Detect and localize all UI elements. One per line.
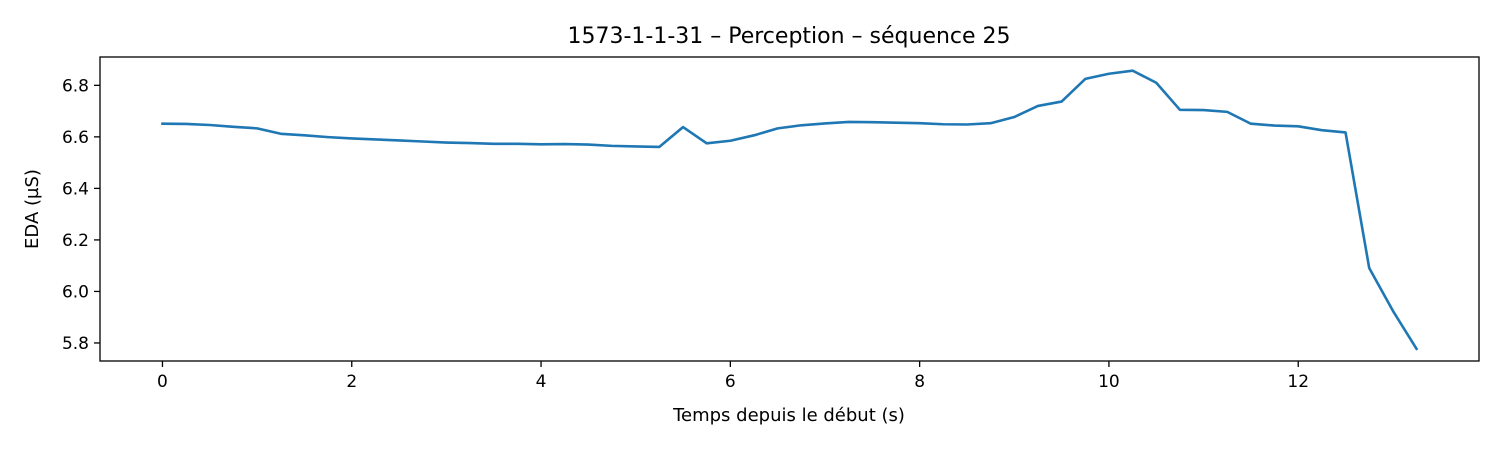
series-line-1 <box>161 69 1419 351</box>
y-tick-label: 5.8 <box>62 334 89 354</box>
x-axis-label: Temps depuis le début (s) <box>672 405 905 426</box>
chart-title: 1573-1-1-31 – Perception – séquence 25 <box>567 24 1010 49</box>
plot-area <box>99 56 1480 362</box>
x-tick-label: 12 <box>1287 372 1309 392</box>
y-tick-label: 6.4 <box>62 179 89 199</box>
x-tick-label: 8 <box>914 372 925 392</box>
y-axis-label: EDA (µS) <box>22 169 43 249</box>
y-tick-label: 6.8 <box>62 76 89 96</box>
x-tick-label: 10 <box>1098 372 1120 392</box>
x-tick-label: 2 <box>346 372 357 392</box>
axes-frame <box>99 56 1480 362</box>
y-axis: 5.8 6.0 6.2 6.4 6.6 6.8 <box>62 76 100 354</box>
x-tick-label: 0 <box>157 372 168 392</box>
x-tick-label: 6 <box>725 372 736 392</box>
x-tick-label: 4 <box>536 372 547 392</box>
y-tick-label: 6.6 <box>62 128 89 148</box>
y-tick-label: 6.0 <box>62 282 89 302</box>
y-tick-label: 6.2 <box>62 231 89 251</box>
x-axis: 0 2 4 6 8 10 12 <box>157 361 1309 392</box>
